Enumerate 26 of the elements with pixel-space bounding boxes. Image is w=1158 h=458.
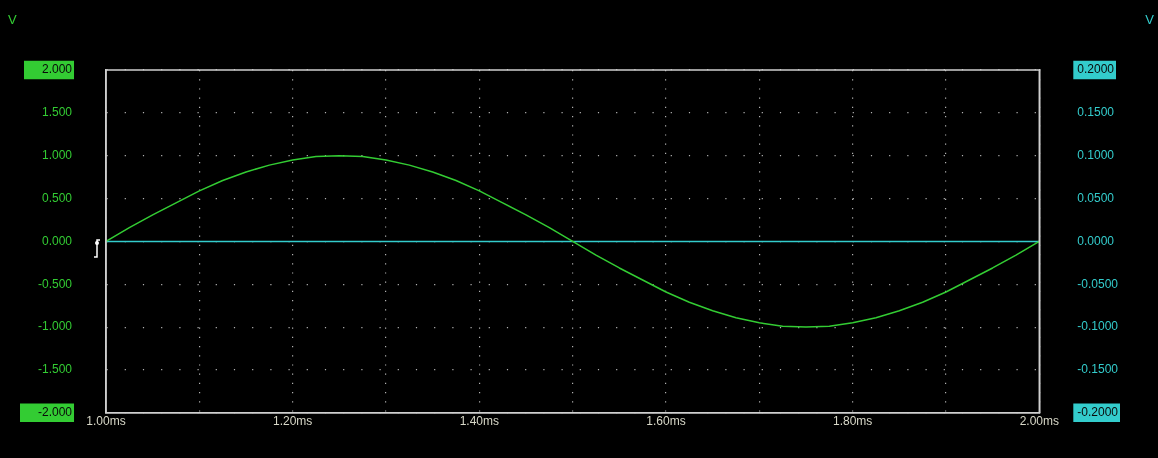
x-tick-label: 1.00ms [86, 414, 126, 429]
y-tick-label: 1.500 [41, 105, 73, 120]
y-axis-title: V [8, 11, 17, 27]
x-tick-label: 1.20ms [273, 414, 313, 429]
y-tick-label: -2.000 [37, 405, 73, 420]
x-tick-label: 2.00ms [1019, 414, 1059, 429]
x-tick-label: 1.40ms [459, 414, 500, 429]
y-tick-label: 1.000 [41, 148, 73, 163]
y2-tick-label: -0.2000 [1077, 405, 1119, 420]
y2-tick-label: 0.0000 [1077, 233, 1115, 248]
y-tick-label: -1.500 [37, 362, 73, 377]
y2-tick-label: 0.1000 [1077, 148, 1115, 163]
y2-tick-label: 0.0500 [1077, 190, 1115, 205]
y2-tick-label: 0.1500 [1077, 105, 1115, 120]
y2-tick-label: 0.2000 [1077, 62, 1115, 77]
y-tick-label: 0.500 [41, 190, 73, 205]
y2-axis-title: V [1145, 11, 1155, 27]
x-tick-label: 1.60ms [646, 414, 686, 429]
y-tick-label: -1.000 [37, 319, 73, 334]
y-tick-label: 0.000 [41, 233, 73, 248]
y-tick-label: 2.000 [41, 62, 73, 77]
y2-tick-label: -0.0500 [1077, 276, 1119, 291]
y2-tick-label: -0.1500 [1077, 362, 1119, 377]
y-tick-label: -0.500 [37, 276, 73, 291]
y2-tick-label: -0.1000 [1077, 319, 1119, 334]
x-tick-label: 1.80ms [832, 414, 873, 429]
